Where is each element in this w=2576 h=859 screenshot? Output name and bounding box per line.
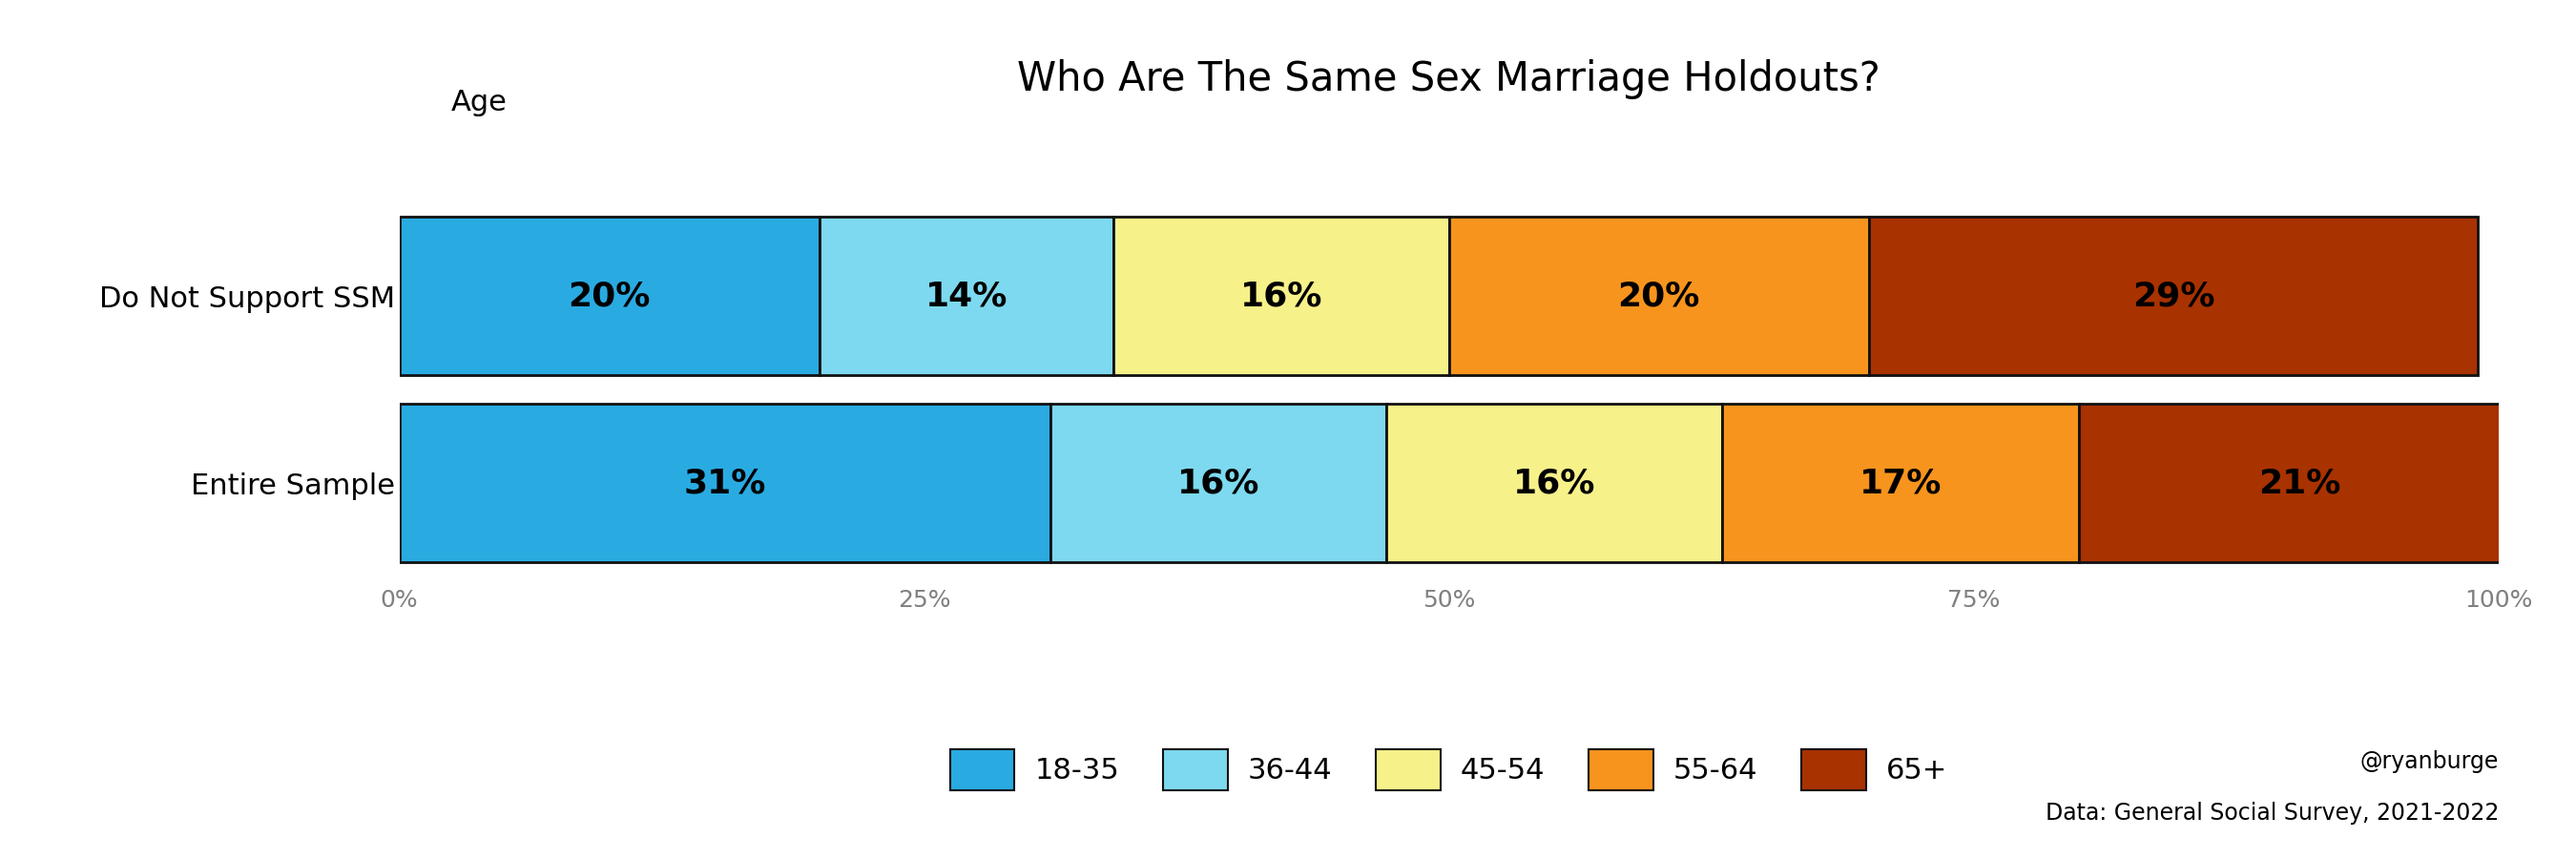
Text: 16%: 16% bbox=[1239, 280, 1321, 312]
Title: Who Are The Same Sex Marriage Holdouts?: Who Are The Same Sex Marriage Holdouts? bbox=[1018, 59, 1880, 100]
Bar bbox=[1721, 404, 2079, 563]
Bar bbox=[399, 404, 1051, 563]
Bar bbox=[1448, 216, 1868, 375]
Text: 20%: 20% bbox=[1618, 280, 1700, 312]
Bar bbox=[819, 216, 1113, 375]
Legend: 18-35, 36-44, 45-54, 55-64, 65+: 18-35, 36-44, 45-54, 55-64, 65+ bbox=[938, 737, 1960, 801]
Bar bbox=[1868, 216, 2478, 375]
Bar bbox=[1386, 404, 1721, 563]
Text: 16%: 16% bbox=[1177, 467, 1260, 499]
Bar bbox=[1113, 216, 1448, 375]
Text: 31%: 31% bbox=[683, 467, 765, 499]
Text: 17%: 17% bbox=[1860, 467, 1942, 499]
Text: 16%: 16% bbox=[1512, 467, 1595, 499]
Text: 20%: 20% bbox=[569, 280, 649, 312]
Text: Data: General Social Survey, 2021-2022: Data: General Social Survey, 2021-2022 bbox=[2045, 801, 2499, 825]
Text: 14%: 14% bbox=[925, 280, 1007, 312]
Text: 29%: 29% bbox=[2133, 280, 2215, 312]
Text: @ryanburge: @ryanburge bbox=[2360, 750, 2499, 773]
Bar bbox=[1051, 404, 1386, 563]
Bar bbox=[399, 216, 819, 375]
Text: Age: Age bbox=[451, 88, 507, 116]
Text: 21%: 21% bbox=[2259, 467, 2342, 499]
Bar bbox=[2079, 404, 2519, 563]
